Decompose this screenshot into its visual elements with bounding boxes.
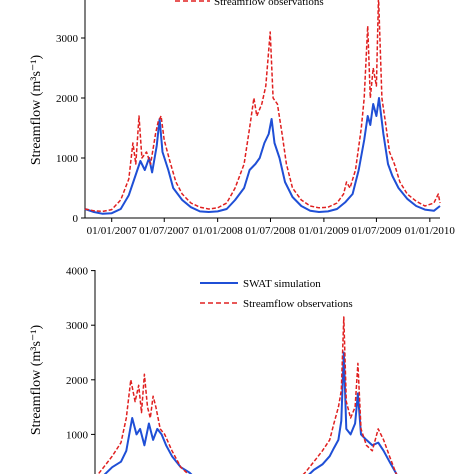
bottom-chart-ticks: 1000 2000 3000 4000 [66,266,95,441]
bottom-chart-series [97,316,398,474]
top-chart-legend-observations-label: Streamflow observations [214,0,324,8]
top-chart-x-tick-label: 01/01/2007 [87,225,138,237]
top-chart-y-tick-label: 3000 [56,33,79,45]
top-chart-x-tick-label: 01/07/2009 [351,225,402,237]
top-chart-x-tick-label: 01/01/2009 [299,225,350,237]
bottom-chart-y-axis-label: Streamflow (m³s⁻¹) [29,325,44,436]
top-chart-y-axis-label: Streamflow (m³s⁻¹) [29,55,44,166]
top-chart-x-tick-label: 01/01/2010 [405,225,456,237]
top-chart-legend: Streamflow observations [175,0,324,8]
top-chart-y-tick-label: 1000 [56,153,79,165]
top-chart: Streamflow (m³s⁻¹) 0 1000 2000 3000 01/01/20… [29,0,455,237]
bottom-chart-legend: SWAT simulation Streamflow observations [200,278,353,310]
top-chart-series [84,0,441,215]
bottom-chart-y-tick-label: 4000 [66,266,89,278]
bottom-chart-legend-observations-label: Streamflow observations [243,298,353,310]
top-chart-y-tick-label: 2000 [56,93,79,105]
top-chart-observations-line [84,0,441,213]
top-chart-x-tick-label: 01/07/2007 [139,225,190,237]
top-chart-simulation-line [84,97,441,215]
top-chart-x-tick-label: 01/01/2008 [193,225,244,237]
top-chart-y-tick-label: 0 [73,213,79,225]
top-chart-x-tick-label: 01/07/2008 [245,225,296,237]
bottom-chart-simulation-line [103,351,398,474]
bottom-chart-y-tick-label: 2000 [66,375,89,387]
bottom-chart-legend-simulation-label: SWAT simulation [243,278,321,290]
bottom-chart-y-tick-label: 1000 [66,429,89,441]
bottom-chart-observations-line [97,316,398,474]
bottom-chart: Streamflow (m³s⁻¹) 1000 2000 3000 4000 SWAT… [29,266,398,474]
bottom-chart-y-tick-label: 3000 [66,320,89,332]
